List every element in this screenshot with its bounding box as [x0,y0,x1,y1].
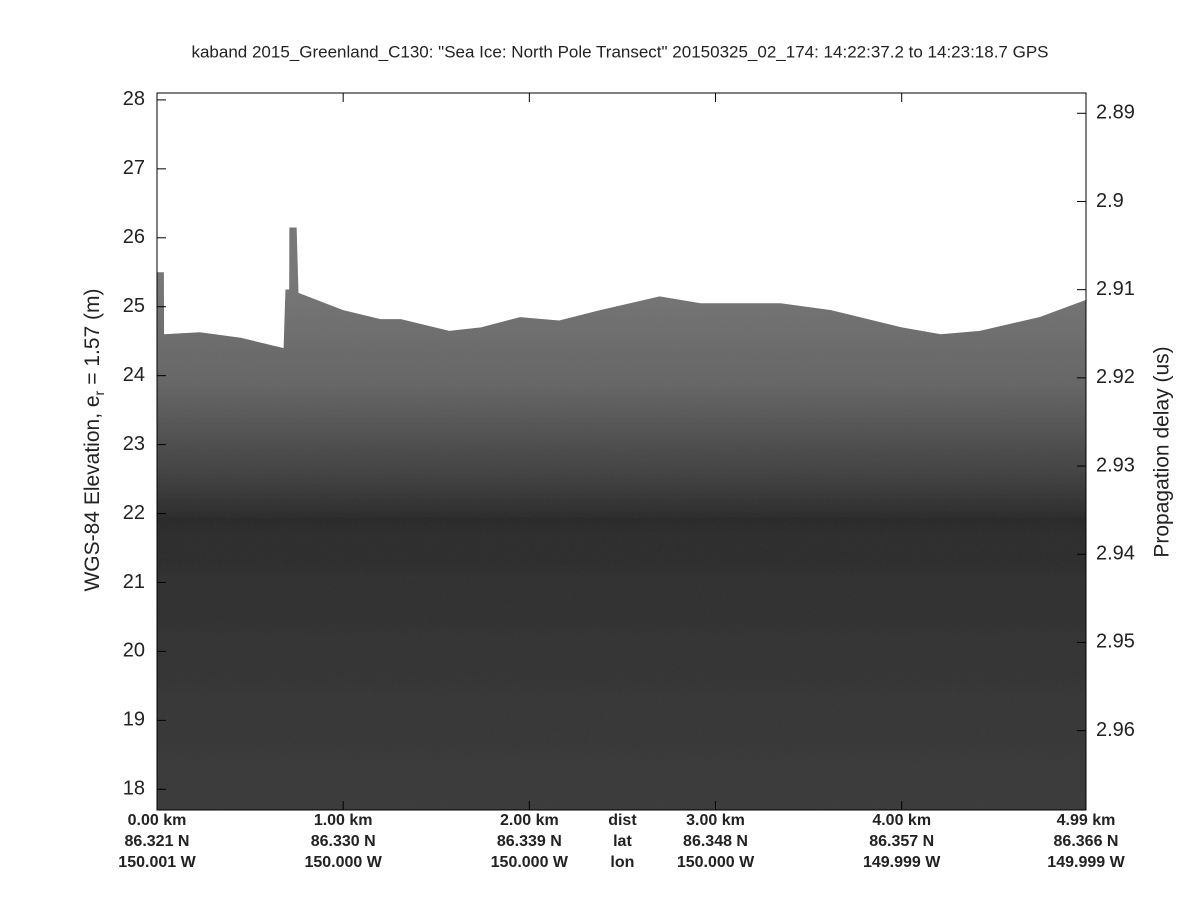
y-tick-label: 22 [123,502,145,524]
y-tick-label: 21 [123,571,145,593]
lon-label: 149.999 W [863,854,941,871]
lat-label: 86.339 N [497,833,562,850]
y2-tick-label: 2.89 [1096,102,1135,124]
y2-tick-label: 2.92 [1096,366,1135,388]
x-tick-label: 4.99 km [1057,812,1116,829]
y-axis-label: WGS-84 Elevation, er = 1.57 (m) [81,288,107,591]
y2-tick-label: 2.95 [1096,631,1135,653]
y-tick-label: 23 [123,433,145,455]
lat-label: 86.330 N [311,833,376,850]
lon-label: 150.000 W [677,854,755,871]
y2-tick-label: 2.94 [1096,543,1135,565]
lat-label: 86.366 N [1054,833,1119,850]
y2-tick-label: 2.96 [1096,719,1135,741]
y2-tick-label: 2.93 [1096,454,1135,476]
x-tick-label: 4.00 km [872,812,931,829]
y-label-rest: = 1.57 (m) [81,288,104,384]
chart-title: kaband 2015_Greenland_C130: "Sea Ice: No… [191,42,1048,61]
y2-tick-label: 2.9 [1096,190,1124,212]
x-tick-label: 0.00 km [128,812,187,829]
y-label-subscript: r [91,390,107,395]
y2-axis-label: Propagation delay (us) [1151,346,1174,557]
y-tick-label: 19 [123,709,145,731]
x-tick-label: 2.00 km [500,812,559,829]
lon-label: 150.001 W [118,854,196,871]
y-tick-label: 28 [123,88,145,110]
x-tick-label: 1.00 km [314,812,373,829]
y2-tick-label: 2.91 [1096,278,1135,300]
row-name: lat [613,833,632,850]
y-tick-label: 24 [123,364,145,386]
lat-label: 86.357 N [869,833,934,850]
y-tick-label: 25 [123,295,145,317]
y-tick-label: 26 [123,226,145,248]
y-label-main: WGS-84 Elevation, e [81,395,104,591]
y-tick-label: 18 [123,778,145,800]
lat-label: 86.348 N [683,833,748,850]
lon-label: 150.000 W [304,854,382,871]
y-tick-label: 27 [123,157,145,179]
axes-box [156,92,1087,811]
row-name: dist [608,812,637,829]
row-name: lon [610,854,634,871]
lat-label: 86.321 N [125,833,190,850]
y-tick-label: 20 [123,640,145,662]
lon-label: 149.999 W [1047,854,1125,871]
echogram-image [157,227,1086,810]
x-tick-label: 3.00 km [686,812,745,829]
lon-label: 150.000 W [491,854,569,871]
